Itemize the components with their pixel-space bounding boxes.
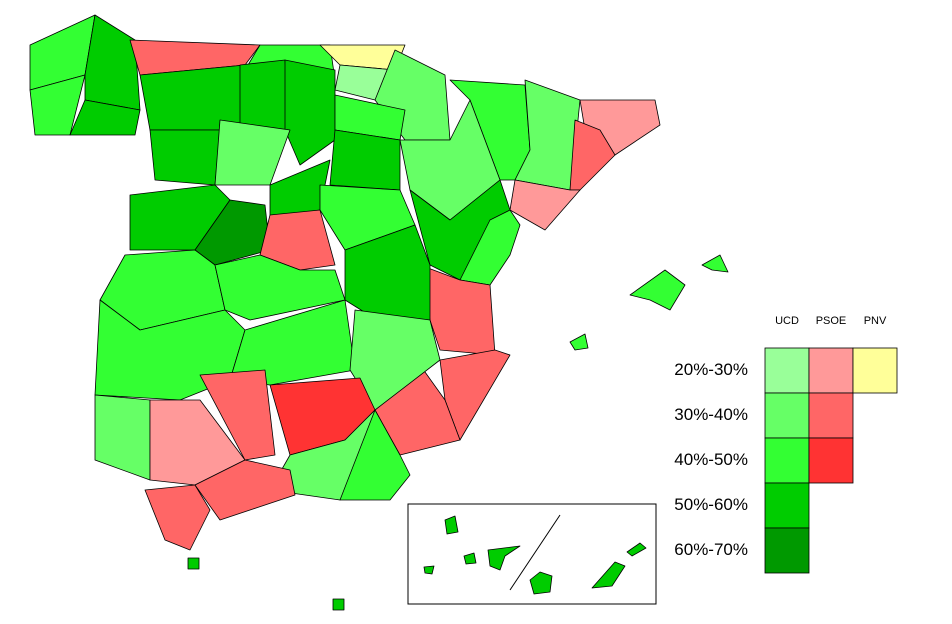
island <box>591 561 626 589</box>
legend-row-label: 60%-70% <box>674 540 748 559</box>
province <box>194 459 296 521</box>
inset-divider <box>509 514 561 591</box>
province <box>229 299 356 386</box>
province <box>439 349 511 441</box>
province <box>84 14 141 111</box>
province <box>701 254 729 273</box>
province <box>187 557 200 570</box>
legend-swatch <box>808 347 854 394</box>
province <box>94 394 151 481</box>
province <box>144 484 211 551</box>
inset-frame <box>407 503 657 605</box>
legend-column-header: UCD <box>775 315 799 327</box>
province <box>194 199 271 266</box>
island <box>423 565 435 575</box>
province <box>509 179 581 231</box>
province <box>239 59 291 131</box>
province <box>139 64 246 131</box>
legend-row-label: 50%-60% <box>674 495 748 514</box>
province <box>629 269 686 311</box>
legend-row-label: 40%-50% <box>674 450 748 469</box>
legend-swatch <box>764 437 810 484</box>
province <box>199 369 276 461</box>
province <box>339 409 411 501</box>
legend-swatch <box>764 527 810 574</box>
canary-inset <box>407 503 657 605</box>
island <box>626 542 647 557</box>
legend-swatch <box>764 347 810 394</box>
legend-row-label: 30%-40% <box>674 405 748 424</box>
legend-swatch <box>852 347 898 394</box>
legend-swatch <box>808 437 854 484</box>
legend-swatch <box>764 392 810 439</box>
island <box>463 552 477 565</box>
legend-column-header: PSOE <box>816 315 847 327</box>
province <box>69 99 141 136</box>
legend-row-label: 20%-30% <box>674 360 748 379</box>
province <box>569 119 616 191</box>
island <box>529 571 553 595</box>
province <box>259 209 336 271</box>
legend-swatch <box>764 482 810 529</box>
province <box>569 333 589 351</box>
province <box>214 119 291 186</box>
province <box>284 59 336 166</box>
island <box>487 545 521 571</box>
province <box>149 129 221 186</box>
legend-swatch <box>808 392 854 439</box>
province <box>214 254 346 321</box>
legend: UCD PSOE PNV 20%-30% 30%-40% 40%-50% 50%-60% 60… <box>674 315 898 574</box>
province <box>349 309 441 411</box>
province <box>332 598 345 611</box>
province <box>329 129 401 191</box>
provinces <box>29 14 729 611</box>
legend-column-header: PNV <box>864 315 887 327</box>
island <box>444 515 459 535</box>
